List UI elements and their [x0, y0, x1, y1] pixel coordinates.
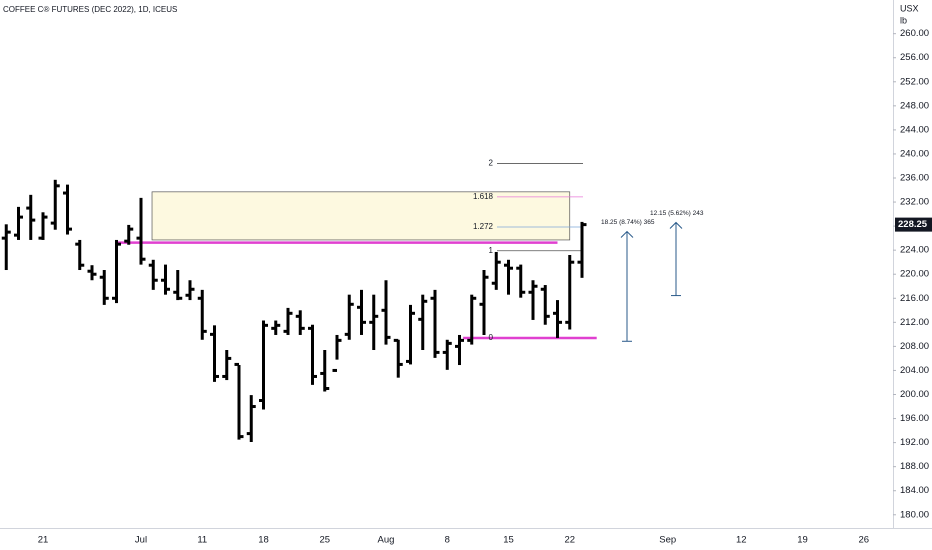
x-tick-label: 15: [503, 535, 514, 546]
fib-label: 1.618: [473, 192, 494, 201]
x-tick-label: 19: [797, 535, 808, 546]
fib-label: 1: [489, 246, 494, 255]
x-tick-label: 18: [258, 535, 269, 546]
x-tick-label: 21: [38, 535, 49, 546]
x-tick-label: 26: [858, 535, 869, 546]
y-tick-label: 224.00: [900, 245, 929, 256]
x-tick-label: 25: [319, 535, 330, 546]
x-tick-label: 8: [445, 535, 450, 546]
y-tick-label: 200.00: [900, 389, 929, 400]
measure-arrowhead: [620, 230, 634, 238]
y-tick-label: 204.00: [900, 365, 929, 376]
y-tick-label: 240.00: [900, 148, 929, 159]
x-tick-label: 12: [736, 535, 747, 546]
y-tick-label: 220.00: [900, 269, 929, 280]
y-tick-label: 260.00: [900, 28, 929, 39]
fib-label: 0: [489, 333, 494, 342]
last-price-label: 228.25: [898, 219, 928, 230]
y-tick-label: 248.00: [900, 100, 929, 111]
unit-label: USX: [900, 3, 919, 13]
fib-label: 1.272: [473, 222, 494, 231]
y-tick-label: 244.00: [900, 124, 929, 135]
x-tick-label: 11: [197, 535, 207, 546]
y-tick-label: 208.00: [900, 341, 929, 352]
y-tick-label: 212.00: [900, 317, 929, 328]
y-tick-label: 196.00: [900, 413, 929, 424]
measure-arrowhead: [669, 221, 683, 229]
y-tick-label: 180.00: [900, 509, 929, 520]
y-tick-label: 236.00: [900, 173, 929, 184]
unit-label: lb: [900, 15, 907, 25]
fib-label: 2: [489, 159, 494, 168]
measure-label: 12.15 (5.62%) 243: [650, 210, 704, 217]
x-tick-label: Jul: [135, 535, 147, 546]
last-price-tag: [895, 217, 932, 232]
measure-label: 18.25 (8.74%) 365: [601, 219, 655, 226]
target-zone: [151, 191, 571, 241]
x-tick-label: Aug: [378, 535, 395, 546]
y-tick-label: 184.00: [900, 485, 929, 496]
y-tick-label: 188.00: [900, 461, 929, 472]
y-tick-label: 252.00: [900, 76, 929, 87]
x-tick-label: 22: [564, 535, 575, 546]
y-tick-label: 216.00: [900, 293, 929, 304]
y-tick-label: 232.00: [900, 197, 929, 208]
x-tick-label: Sep: [659, 535, 676, 546]
chart-title: COFFEE C® FUTURES (DEC 2022), 1D, ICEUS: [3, 5, 177, 14]
y-tick-label: 192.00: [900, 437, 929, 448]
y-tick-label: 256.00: [900, 52, 929, 63]
